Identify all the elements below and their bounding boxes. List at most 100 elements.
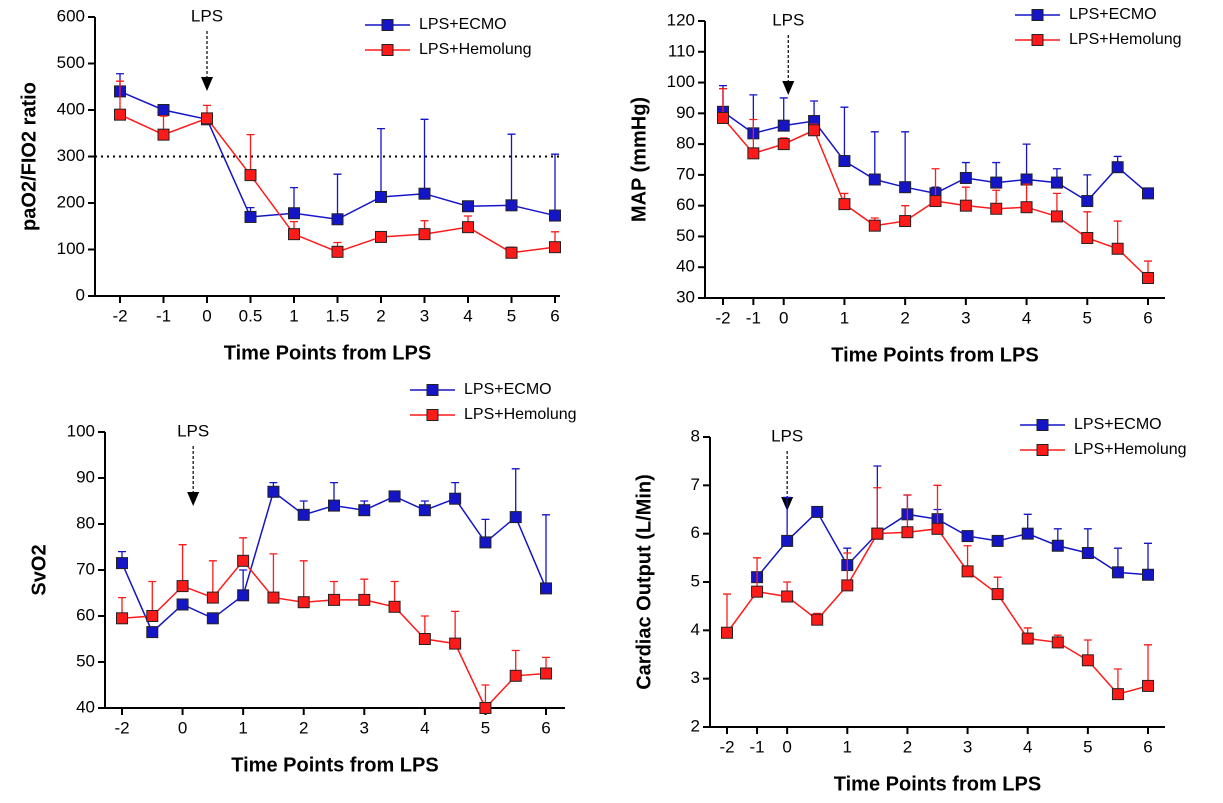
marker <box>841 579 854 592</box>
marker <box>959 171 972 184</box>
legend-marker <box>1031 9 1044 21</box>
error-bar <box>178 544 187 587</box>
marker <box>176 598 189 611</box>
marker <box>549 241 561 254</box>
marker <box>358 504 371 517</box>
marker <box>509 669 522 682</box>
marker <box>961 565 974 578</box>
marker <box>237 554 250 567</box>
legend-label: LPS+ECMO <box>464 381 552 398</box>
marker <box>157 128 170 141</box>
y-tick-label: 600 <box>57 6 85 25</box>
marker <box>449 492 462 505</box>
error-bar <box>870 131 879 180</box>
y-tick-label: 50 <box>676 226 695 245</box>
x-tick-label: 2 <box>903 737 912 756</box>
marker <box>1111 566 1124 579</box>
marker <box>388 600 401 613</box>
marker <box>991 534 1004 547</box>
marker <box>267 485 280 498</box>
marker <box>871 527 884 540</box>
y-tick-label: 500 <box>57 53 85 72</box>
x-axis-label: Time Points from LPS <box>231 754 438 776</box>
marker <box>375 230 387 243</box>
y-tick-label: 2 <box>691 716 700 735</box>
marker <box>747 147 760 160</box>
series-line <box>756 510 1149 578</box>
x-tick-label: 5 <box>1083 737 1092 756</box>
marker <box>811 505 824 518</box>
marker <box>267 591 280 604</box>
marker <box>990 202 1003 215</box>
error-bar <box>551 153 559 216</box>
y-tick-label: 4 <box>691 620 700 639</box>
y-tick-label: 70 <box>76 559 95 578</box>
marker <box>157 104 170 116</box>
marker <box>931 522 944 535</box>
x-tick-label: 1 <box>840 308 849 327</box>
y-axis-label: SvO2 <box>28 544 50 595</box>
x-tick-label: 6 <box>1143 737 1152 756</box>
marker <box>297 508 310 521</box>
marker <box>206 612 219 625</box>
marker <box>449 637 462 650</box>
error-bar <box>542 514 550 589</box>
x-axis-label: Time Points from LPS <box>224 342 431 364</box>
x-tick-label: 3 <box>961 308 970 327</box>
marker <box>811 613 824 626</box>
error-bar <box>1144 644 1152 686</box>
legend-marker <box>381 44 394 56</box>
marker <box>375 190 387 203</box>
y-tick-label: 0 <box>76 285 85 304</box>
marker <box>201 112 213 125</box>
y-tick-label: 400 <box>57 99 85 118</box>
x-tick-label: 1 <box>238 718 247 737</box>
marker <box>479 536 492 549</box>
error-bar <box>901 131 910 188</box>
error-bar <box>933 484 942 529</box>
marker <box>781 534 794 547</box>
marker <box>1051 636 1064 649</box>
marker <box>328 593 340 606</box>
marker <box>509 511 522 524</box>
marker <box>1142 187 1154 200</box>
x-tick-label: 1.5 <box>326 306 350 325</box>
marker <box>479 702 492 714</box>
marker <box>418 504 431 517</box>
x-tick-label: 0 <box>202 306 211 325</box>
x-tick-label: 6 <box>1143 308 1152 327</box>
x-tick-label: -1 <box>746 308 761 327</box>
x-tick-label: 1 <box>289 306 298 325</box>
marker <box>462 221 474 234</box>
x-tick-label: 6 <box>541 718 550 737</box>
error-bar <box>723 593 731 633</box>
legend-marker <box>1036 444 1049 456</box>
marker <box>991 588 1004 601</box>
x-tick-label: -1 <box>156 306 171 325</box>
marker <box>929 195 942 208</box>
y-axis-label: MAP (mmHg) <box>628 97 650 222</box>
error-bar <box>507 133 516 206</box>
marker <box>717 111 729 124</box>
y-tick-label: 80 <box>76 513 95 532</box>
annotation: LPS <box>177 421 209 440</box>
marker <box>868 219 881 232</box>
legend-marker <box>426 409 439 421</box>
marker <box>961 530 974 543</box>
x-tick-label: -2 <box>715 308 730 327</box>
y-tick-label: 30 <box>676 287 695 306</box>
legend-label: LPS+ECMO <box>419 16 507 33</box>
error-bar <box>269 553 278 598</box>
marker <box>1050 210 1063 223</box>
marker <box>462 200 474 213</box>
y-tick-label: 40 <box>676 257 695 276</box>
x-tick-label: 0 <box>779 308 788 327</box>
x-tick-label: 5 <box>507 306 516 325</box>
marker <box>549 209 561 222</box>
marker <box>1020 201 1033 214</box>
marker <box>959 199 972 212</box>
x-tick-label: 2 <box>900 308 909 327</box>
marker <box>244 169 257 182</box>
marker <box>1021 527 1034 540</box>
